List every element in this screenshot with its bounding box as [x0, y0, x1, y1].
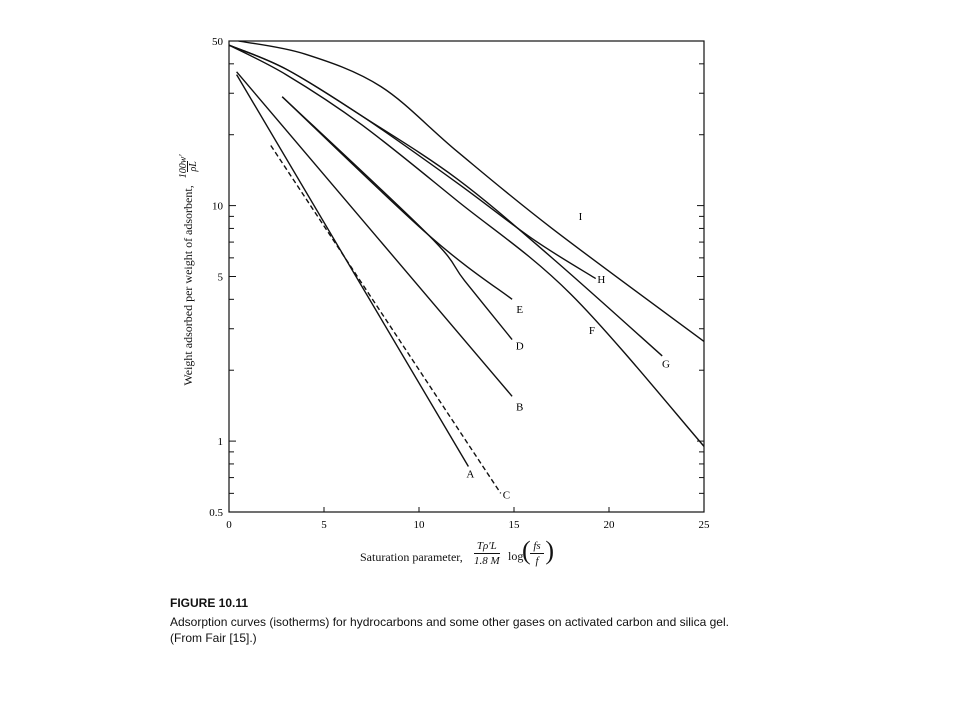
x-tick-label: 25: [699, 519, 711, 531]
x-tick-label: 20: [604, 519, 616, 531]
curve-g: [228, 44, 663, 357]
curve-a: [235, 74, 470, 467]
x-tick-label: 0: [226, 519, 232, 531]
curve-label-h: H: [597, 274, 605, 286]
curve-i: [238, 40, 705, 342]
isotherm-curves: [228, 40, 705, 494]
curve-b: [236, 71, 513, 397]
y-tick-label: 1: [218, 436, 224, 448]
caption-title: FIGURE 10.11: [170, 596, 249, 610]
x-tick-label: 5: [321, 519, 327, 531]
y-tick-label: 10: [212, 201, 224, 213]
curve-label-i: I: [579, 211, 583, 223]
axis-ticks: 0 5 10 15 20 25 50 10 5 1 0.5: [209, 36, 710, 531]
curve-label-g: G: [662, 359, 670, 371]
x-axis-formula-ratio: ( fs f ): [522, 536, 554, 567]
y-axis-label: Weight adsorbed per weight of adsorbent,…: [178, 154, 200, 386]
curve-labels: A C B D E F G H I: [466, 211, 670, 502]
curve-label-e: E: [516, 304, 523, 316]
curve-f: [228, 44, 705, 447]
y-axis-label-wrap: Weight adsorbed per weight of adsorbent,…: [178, 120, 200, 420]
curve-label-a: A: [466, 469, 474, 481]
caption-line-2: (From Fair [15].): [170, 631, 257, 645]
curve-c: [270, 145, 502, 494]
x-axis-label: Saturation parameter,: [360, 550, 463, 564]
curve-label-f: F: [589, 325, 595, 337]
y-tick-label: 0.5: [209, 507, 223, 519]
curve-label-c: C: [503, 490, 510, 502]
figure-caption: FIGURE 10.11 Adsorption curves (isotherm…: [170, 596, 730, 646]
curve-d: [281, 96, 513, 340]
curve-label-b: B: [516, 401, 523, 413]
x-tick-label: 15: [509, 519, 521, 531]
x-tick-label: 10: [414, 519, 426, 531]
y-tick-label: 5: [218, 272, 224, 284]
curve-e: [281, 96, 513, 300]
x-axis-formula-fraction: Tρ′L 1.8 M: [474, 540, 500, 567]
y-tick-label: 50: [212, 36, 224, 48]
curve-h: [228, 44, 597, 280]
curve-label-d: D: [516, 340, 524, 352]
x-axis-formula-log: log: [508, 549, 524, 563]
caption-line-1: Adsorption curves (isotherms) for hydroc…: [170, 615, 729, 629]
